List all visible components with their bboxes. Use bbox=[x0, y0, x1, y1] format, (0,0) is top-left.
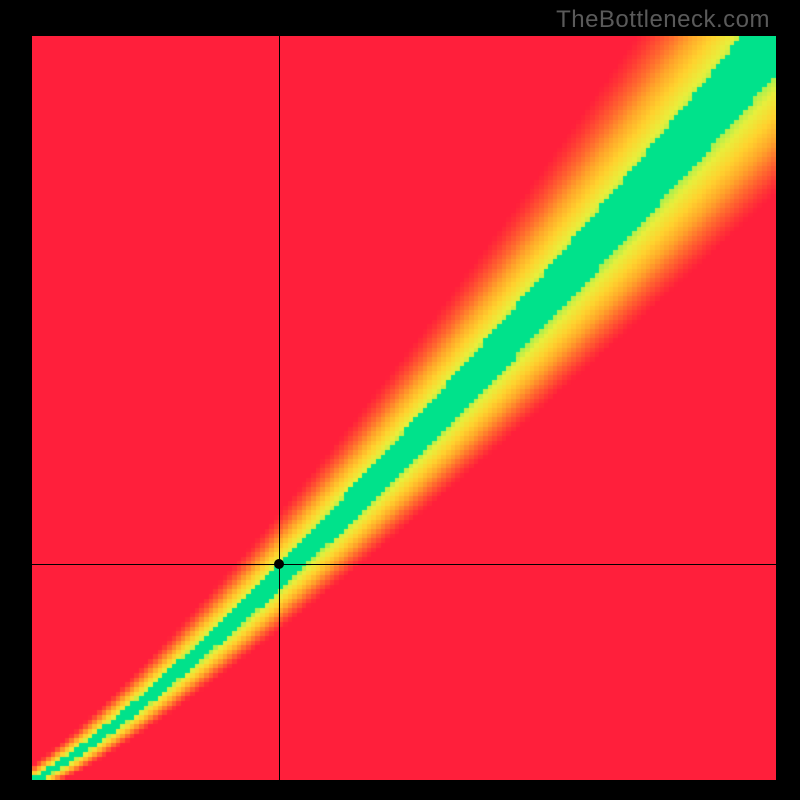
heatmap-plot bbox=[28, 32, 780, 784]
heatmap-canvas bbox=[32, 36, 776, 780]
crosshair-vertical bbox=[279, 36, 280, 780]
crosshair-horizontal bbox=[32, 564, 776, 565]
selection-marker bbox=[274, 559, 284, 569]
watermark-label: TheBottleneck.com bbox=[556, 6, 770, 34]
